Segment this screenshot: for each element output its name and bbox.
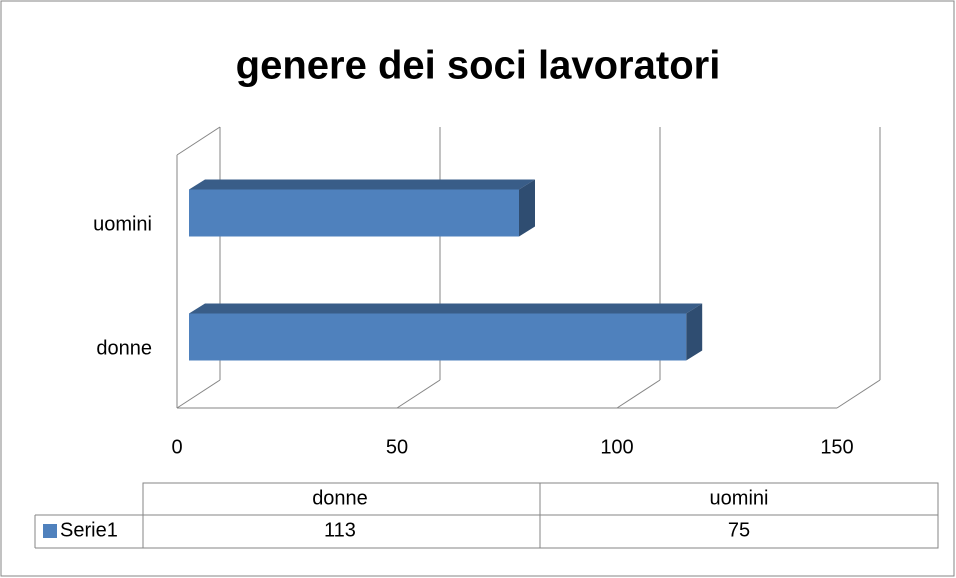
left-wall — [176, 126, 221, 156]
y-tick-label: donne — [96, 337, 152, 359]
table-header: uomini — [710, 487, 769, 509]
chart-title: genere dei soci lavoratori — [236, 44, 721, 88]
grid-line — [396, 379, 441, 409]
x-tick-label: 0 — [171, 436, 182, 458]
bar-side — [519, 179, 535, 237]
legend-swatch — [43, 524, 57, 538]
legend-label: Serie1 — [60, 519, 118, 541]
x-tick-label: 150 — [820, 436, 853, 458]
bar-side — [686, 303, 703, 361]
grid-line — [836, 379, 881, 409]
bar-top — [189, 303, 703, 314]
x-tick-label: 50 — [386, 436, 408, 458]
y-tick-label: uomini — [93, 213, 152, 235]
bar-top — [189, 179, 535, 190]
bar — [189, 189, 519, 237]
bar — [189, 313, 687, 361]
table-value: 75 — [728, 519, 750, 541]
table-value: 113 — [324, 519, 356, 541]
table-header: donne — [312, 487, 368, 509]
grid-line — [616, 379, 661, 409]
grid-line — [176, 379, 221, 409]
x-tick-label: 100 — [600, 436, 633, 458]
